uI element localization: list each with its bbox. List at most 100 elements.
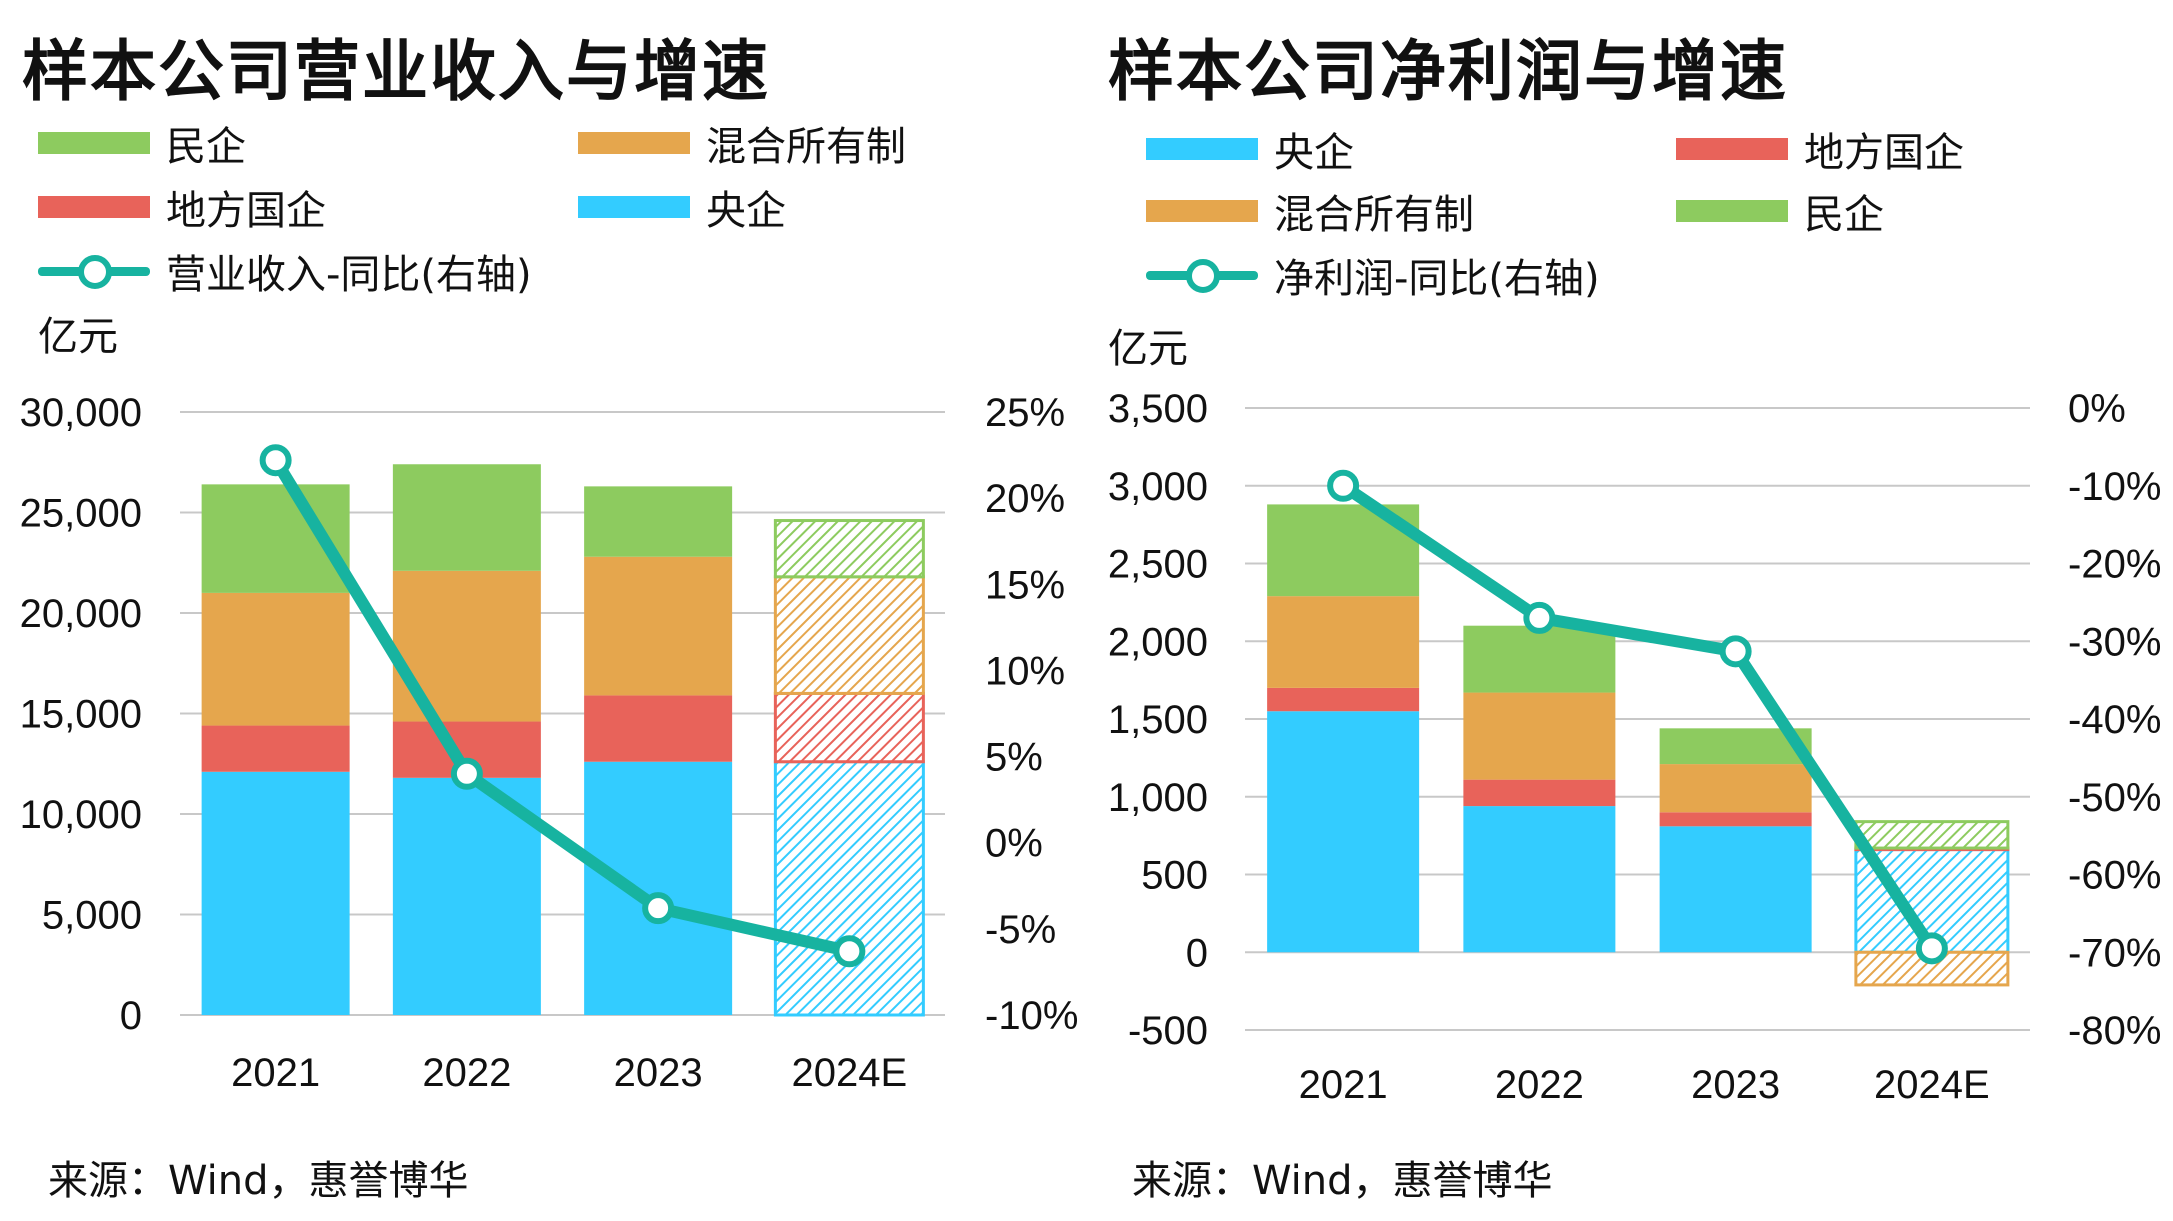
y2-tick-label: -60% <box>2068 854 2161 898</box>
bar-central-2023 <box>584 761 733 1015</box>
y-tick-label: 500 <box>1141 854 1208 898</box>
profit-chart-panel: 样本公司净利润与增速 央企 地方国企 混合所有制 民企 净利润-同比(右轴) 亿… <box>1090 0 2173 1221</box>
legend-line-marker-icon <box>1146 255 1258 295</box>
legend-local: 地方国企 <box>1676 124 1964 176</box>
x-tick-label: 2024E <box>792 1051 908 1095</box>
legend-label-local: 地方国企 <box>1804 130 1964 176</box>
y-tick-label: 0 <box>120 994 142 1038</box>
legend-label-mixed: 混合所有制 <box>1274 192 1474 238</box>
y2-tick-label: -80% <box>2068 1009 2161 1053</box>
y-tick-label: 15,000 <box>20 693 142 737</box>
y2-tick-label: 0% <box>2068 387 2126 431</box>
growth-line <box>269 454 856 958</box>
x-tick-label: 2021 <box>1299 1063 1388 1107</box>
legend-swatch-local <box>38 196 150 218</box>
x-tick-label: 2021 <box>231 1051 320 1095</box>
legend-swatch-central <box>1146 138 1258 160</box>
x-tick-label: 2023 <box>614 1051 703 1095</box>
bar-private-2022 <box>392 464 541 571</box>
y-tick-label: 10,000 <box>20 793 142 837</box>
legend-swatch-private <box>1676 200 1788 222</box>
y2-tick-label: -10% <box>985 994 1078 1038</box>
y-tick-label: 5,000 <box>42 894 142 938</box>
y-tick-label: 3,500 <box>1108 387 1208 431</box>
legend-local: 地方国企 <box>38 182 326 234</box>
growth-point-2023 <box>642 892 675 925</box>
y-tick-label: 2,500 <box>1108 543 1208 587</box>
legend-swatch-local <box>1676 138 1788 160</box>
bar-central-2022 <box>392 777 541 1015</box>
growth-point-2022 <box>1523 601 1556 634</box>
bar-mixed-2024E <box>773 575 925 695</box>
legend-private: 民企 <box>38 118 246 170</box>
legend-mixed: 混合所有制 <box>1146 186 1474 238</box>
bar-mixed-2023 <box>1659 764 1812 813</box>
x-tick-label: 2023 <box>1691 1063 1780 1107</box>
bar-local-2022 <box>1463 779 1616 807</box>
profit-chart-title: 样本公司净利润与增速 <box>1108 33 1788 110</box>
x-tick-label: 2024E <box>1874 1063 1990 1107</box>
legend-line: 营业收入-同比(右轴) <box>38 246 532 298</box>
legend-central: 央企 <box>1146 124 1354 176</box>
bar-central-2023 <box>1659 826 1812 953</box>
bar-mixed-2021 <box>201 592 350 726</box>
y2-tick-label: -40% <box>2068 698 2161 742</box>
growth-line <box>1337 479 1938 955</box>
bar-private-2024E <box>773 519 925 579</box>
growth-point-2021 <box>1327 469 1360 502</box>
y2-tick-label: 0% <box>985 822 1043 866</box>
y-tick-label: 2,000 <box>1108 620 1208 664</box>
y-tick-label: 0 <box>1186 931 1208 975</box>
y-tick-label: 3,000 <box>1108 465 1208 509</box>
legend-mixed: 混合所有制 <box>578 118 906 170</box>
bar-private-2022 <box>1463 625 1616 693</box>
growth-point-2023 <box>1719 635 1752 668</box>
y2-tick-label: 10% <box>985 649 1065 693</box>
revenue-chart-title: 样本公司营业收入与增速 <box>22 33 770 110</box>
legend-swatch-private <box>38 132 150 154</box>
growth-point-2024E <box>833 935 866 968</box>
legend-label-local: 地方国企 <box>166 188 326 234</box>
bar-private-2024E <box>1854 820 2010 850</box>
y2-tick-label: -5% <box>985 908 1056 952</box>
bar-local-2021 <box>1267 687 1420 712</box>
legend-label-line: 营业收入-同比(右轴) <box>166 252 532 298</box>
y-tick-label: 1,500 <box>1108 698 1208 742</box>
bar-mixed-2023 <box>584 556 733 696</box>
source-note: 来源：Wind，惠誉博华 <box>1132 1158 1553 1204</box>
bar-central-2024E <box>773 760 925 1017</box>
legend-swatch-mixed <box>578 132 690 154</box>
bar-local-2021 <box>201 725 350 772</box>
legend-swatch-central <box>578 196 690 218</box>
bar-central-2022 <box>1463 806 1616 953</box>
y2-tick-label: -30% <box>2068 620 2161 664</box>
y2-tick-label: -70% <box>2068 931 2161 975</box>
x-tick-label: 2022 <box>422 1051 511 1095</box>
y-tick-label: -500 <box>1128 1009 1208 1053</box>
y-tick-label: 1,000 <box>1108 776 1208 820</box>
y2-tick-label: -50% <box>2068 776 2161 820</box>
y-tick-label: 20,000 <box>20 592 142 636</box>
y2-tick-label: -20% <box>2068 543 2161 587</box>
legend-central: 央企 <box>578 182 786 234</box>
revenue-chart-svg: 30,000 25,000 20,000 15,000 10,000 5,000 0 25% 2… <box>20 391 1079 1095</box>
source-note: 来源：Wind，惠誉博华 <box>48 1158 469 1204</box>
legend-label-private: 民企 <box>166 124 246 170</box>
bar-local-2023 <box>1659 812 1812 827</box>
legend-label-central: 央企 <box>706 188 786 234</box>
bar-central-2021 <box>201 771 350 1015</box>
profit-chart-svg: 3,500 3,000 2,500 2,000 1,500 1,000 500 0 -500 0%… <box>1108 387 2162 1107</box>
legend-label-private: 民企 <box>1804 192 1884 238</box>
bar-local-2024E <box>773 691 925 764</box>
y-tick-label: 30,000 <box>20 391 142 435</box>
y2-tick-label: 20% <box>985 477 1065 521</box>
bar-mixed-2021 <box>1267 596 1420 688</box>
growth-point-2024E <box>1915 932 1948 965</box>
legend-swatch-mixed <box>1146 200 1258 222</box>
revenue-chart-panel: 样本公司营业收入与增速 民企 混合所有制 地方国企 央企 营业收入-同比(右轴)… <box>20 33 1079 1204</box>
y2-tick-label: 15% <box>985 563 1065 607</box>
growth-point-2022 <box>450 757 483 790</box>
bar-private-2023 <box>584 486 733 557</box>
legend-line: 净利润-同比(右轴) <box>1146 250 1600 302</box>
legend-label-central: 央企 <box>1274 130 1354 176</box>
